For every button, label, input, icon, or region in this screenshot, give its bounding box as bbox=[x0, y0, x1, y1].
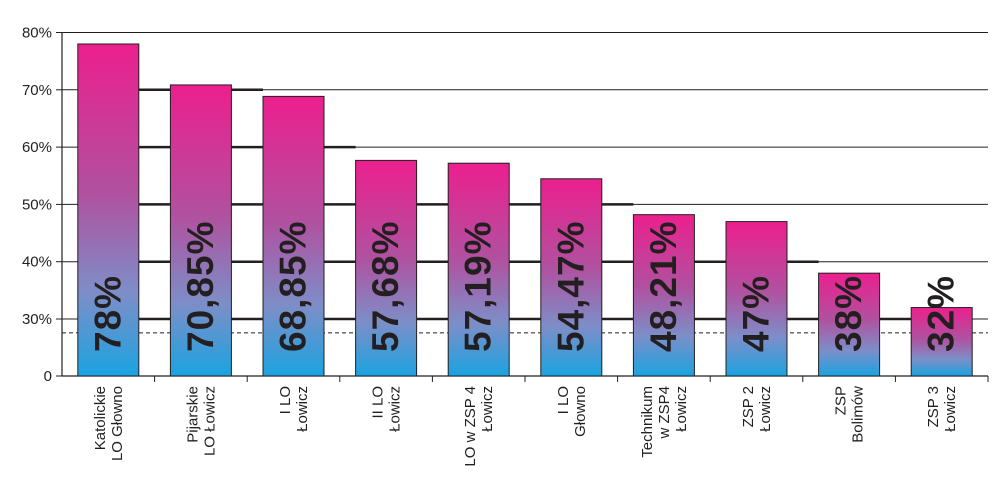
bar bbox=[447, 162, 510, 377]
category-label: w ZSP4 bbox=[656, 386, 673, 440]
data-label: 54,47% bbox=[550, 221, 591, 353]
y-tick-label: 30% bbox=[22, 311, 52, 328]
bar bbox=[725, 221, 788, 377]
category-label: Łowicz bbox=[294, 386, 311, 432]
bar bbox=[169, 84, 232, 377]
category-label: Łowicz bbox=[757, 386, 774, 432]
category-label: Łowicz bbox=[942, 386, 959, 432]
data-label: 47% bbox=[736, 275, 777, 352]
data-label: 57,68% bbox=[365, 221, 406, 352]
category-label: Łowicz bbox=[387, 386, 404, 432]
category-label: LO Głowno bbox=[109, 386, 126, 461]
bar bbox=[632, 214, 695, 377]
bar bbox=[77, 43, 140, 377]
category-label: Technikum bbox=[639, 386, 656, 458]
y-tick-label: 0 bbox=[44, 368, 52, 385]
category-label: I LO bbox=[277, 386, 294, 414]
category-label: Katolickie bbox=[92, 386, 109, 450]
data-label: 38% bbox=[828, 275, 869, 352]
category-label: I LO bbox=[555, 386, 572, 414]
category-label: Łowicz bbox=[479, 386, 496, 432]
y-tick-label: 60% bbox=[22, 139, 52, 156]
category-label: Głowno bbox=[572, 386, 589, 437]
y-tick-label: 70% bbox=[22, 82, 52, 99]
category-label: Łowicz bbox=[673, 386, 690, 432]
data-label: 78% bbox=[87, 275, 128, 352]
category-label: LO Łowicz bbox=[201, 386, 218, 456]
data-label: 32% bbox=[921, 275, 962, 352]
category-label: ZSP bbox=[833, 386, 850, 415]
category-label: Pijarskie bbox=[184, 386, 201, 443]
category-label: II LO bbox=[370, 386, 387, 419]
data-label: 48,21% bbox=[643, 221, 684, 353]
category-label: ZSP 3 bbox=[925, 386, 942, 427]
bar bbox=[540, 178, 603, 377]
category-label: LO w ZSP 4 bbox=[462, 386, 479, 467]
bar bbox=[355, 159, 418, 377]
data-label: 70,85% bbox=[180, 221, 221, 353]
y-tick-label: 40% bbox=[22, 254, 52, 271]
bar bbox=[910, 307, 973, 377]
data-label: 57,19% bbox=[458, 221, 499, 353]
category-label: ZSP 2 bbox=[740, 386, 757, 427]
y-tick-label: 50% bbox=[22, 196, 52, 213]
bar bbox=[818, 272, 881, 377]
bars bbox=[77, 43, 973, 377]
category-label: Bolimów bbox=[850, 386, 867, 443]
data-label: 68,85% bbox=[273, 221, 314, 353]
bar bbox=[262, 95, 325, 377]
y-tick-label: 80% bbox=[22, 25, 52, 42]
